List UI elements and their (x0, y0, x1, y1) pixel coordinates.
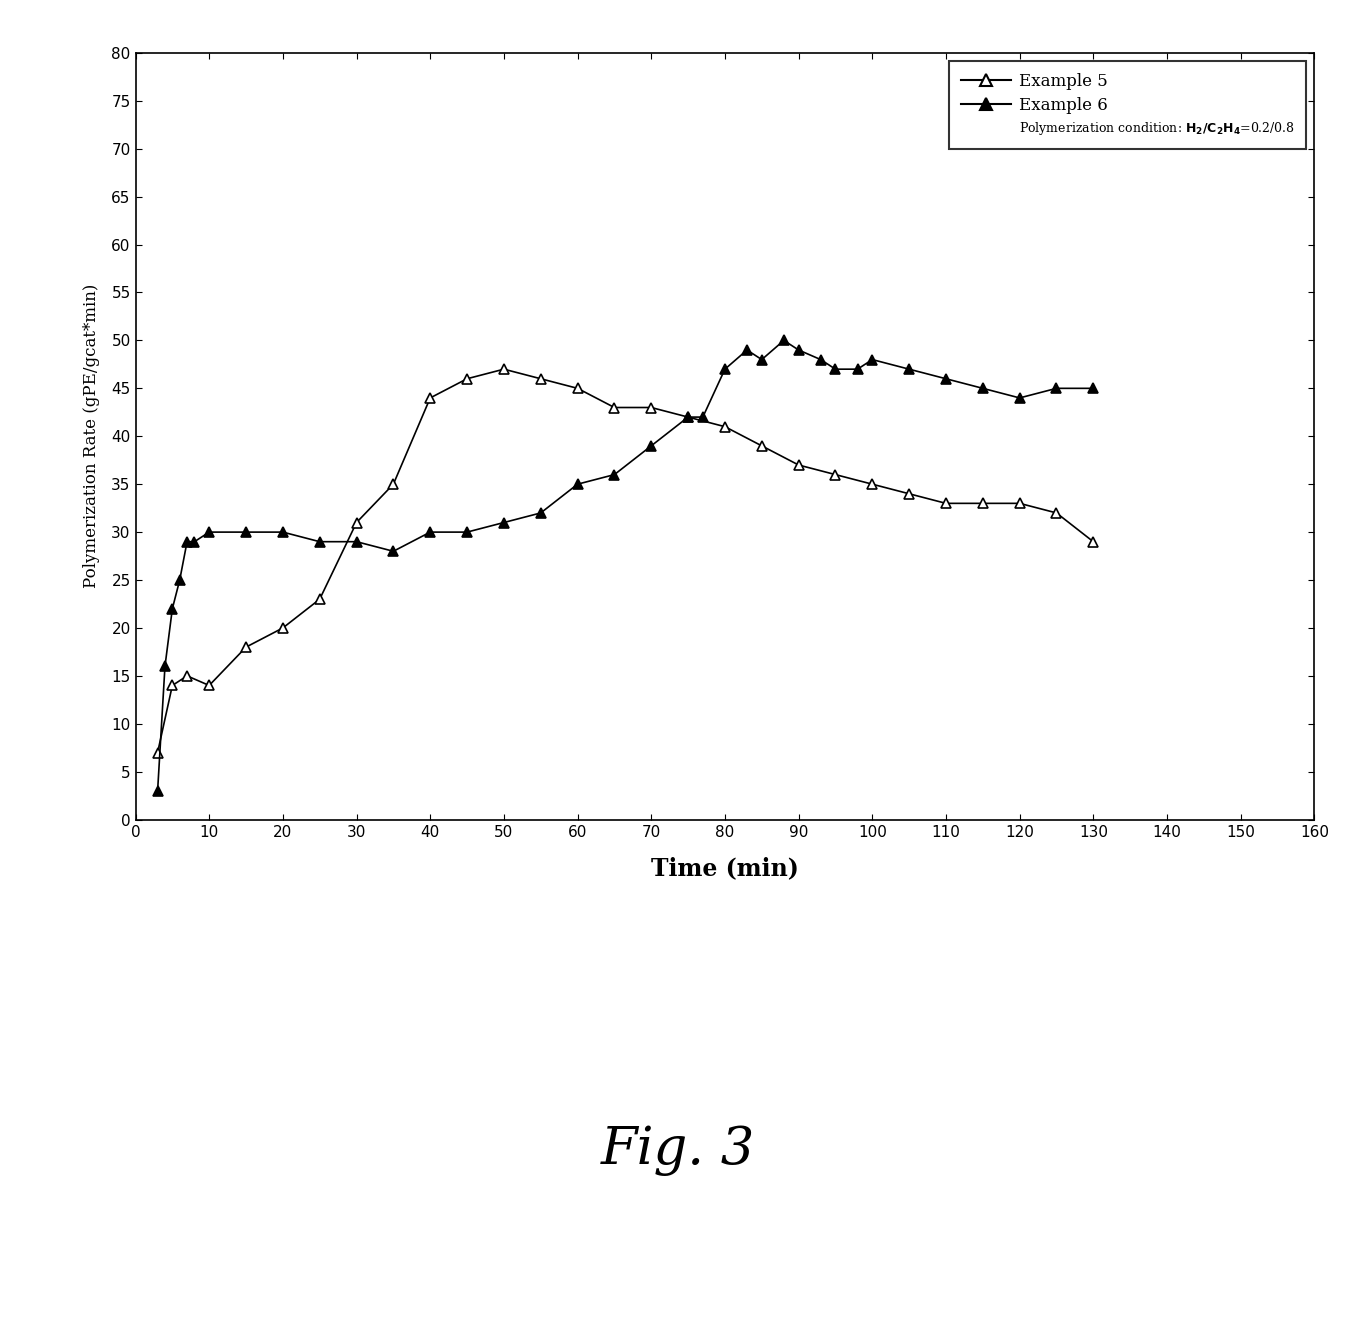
Example 6 (385, 543, 401, 559)
Example 5 (149, 744, 165, 760)
Example 6 (496, 514, 512, 530)
Legend: Example 5, Example 6, Polymerization condition: $\mathbf{H_2/C_2H_4}$=0.2/0.8: Example 5, Example 6, Polymerization con… (948, 61, 1306, 149)
Example 5 (1011, 496, 1027, 512)
Example 6 (157, 658, 173, 674)
Example 6 (201, 524, 217, 539)
Example 5 (348, 514, 364, 530)
Example 6 (172, 572, 188, 588)
Example 5 (533, 370, 549, 386)
Example 6 (533, 505, 549, 521)
Example 6 (828, 361, 844, 377)
Example 6 (813, 352, 829, 368)
Example 6 (421, 524, 438, 539)
Line: Example 5: Example 5 (153, 365, 1098, 758)
Example 5 (569, 381, 585, 397)
Example 6 (790, 342, 806, 358)
Example 6 (238, 524, 255, 539)
Example 6 (850, 361, 866, 377)
Example 6 (1085, 381, 1102, 397)
Example 6 (753, 352, 770, 368)
Example 5 (238, 640, 255, 656)
Example 6 (312, 534, 328, 550)
Example 6 (179, 534, 195, 550)
Example 5 (1049, 505, 1065, 521)
Example 6 (938, 370, 954, 386)
Example 6 (644, 438, 660, 453)
Example 5 (312, 591, 328, 607)
Example 5 (421, 390, 438, 406)
Example 6 (459, 524, 476, 539)
Example 5 (496, 361, 512, 377)
Example 6 (275, 524, 291, 539)
Example 5 (717, 419, 733, 435)
Example 5 (459, 370, 476, 386)
Example 5 (164, 677, 180, 693)
Example 5 (790, 457, 806, 473)
Example 6 (1049, 381, 1065, 397)
Example 5 (179, 668, 195, 683)
Example 5 (275, 620, 291, 636)
Example 5 (938, 496, 954, 512)
Example 6 (186, 534, 203, 550)
Example 6 (695, 410, 711, 426)
Example 5 (1085, 534, 1102, 550)
Y-axis label: Polymerization Rate (gPE/gcat*min): Polymerization Rate (gPE/gcat*min) (83, 284, 100, 588)
Example 6 (680, 410, 696, 426)
Line: Example 6: Example 6 (153, 336, 1098, 796)
Example 5 (201, 677, 217, 693)
Example 6 (348, 534, 364, 550)
Example 5 (901, 486, 917, 502)
Example 5 (864, 476, 881, 492)
Example 5 (385, 476, 401, 492)
Example 6 (606, 467, 622, 483)
Example 5 (753, 438, 770, 453)
Example 5 (606, 399, 622, 415)
Example 6 (775, 333, 791, 349)
Example 6 (164, 600, 180, 616)
Example 6 (569, 476, 585, 492)
Example 5 (644, 399, 660, 415)
Example 6 (1011, 390, 1027, 406)
Example 5 (828, 467, 844, 483)
Example 6 (738, 342, 755, 358)
Example 6 (149, 783, 165, 798)
Example 6 (901, 361, 917, 377)
Example 6 (974, 381, 991, 397)
Example 5 (974, 496, 991, 512)
Example 6 (717, 361, 733, 377)
Example 5 (680, 410, 696, 426)
Text: Fig. 3: Fig. 3 (600, 1125, 755, 1175)
Example 6 (864, 352, 881, 368)
X-axis label: Time (min): Time (min) (650, 857, 799, 880)
